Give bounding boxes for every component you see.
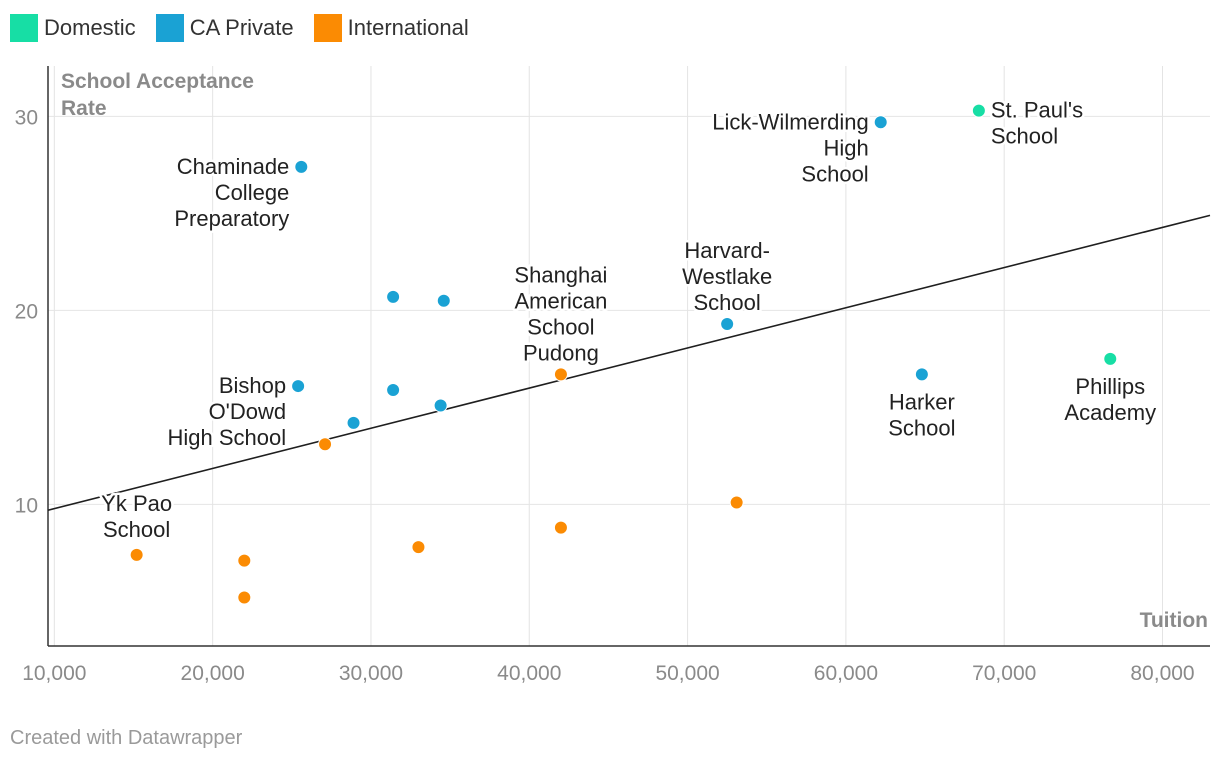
point-label-shanghai-american-school-pudong: Shanghai American School Pudong <box>514 262 607 365</box>
data-point-international <box>237 590 252 605</box>
legend-label-international: International <box>347 15 469 40</box>
point-label-yk-pao-school: Yk Pao School <box>101 491 172 542</box>
legend-swatch-international <box>313 14 342 42</box>
point-label-harvard-westlake-school: Harvard-Westlake School <box>682 238 772 315</box>
data-point-international <box>129 547 144 562</box>
x-tick-label: 50,000 <box>655 662 719 685</box>
legend-item-international: International <box>313 14 469 42</box>
x-tick-label: 10,000 <box>22 662 86 685</box>
trend-line <box>47 214 1211 511</box>
data-point-ca-private <box>386 382 401 397</box>
x-tick-label: 20,000 <box>181 662 245 685</box>
footer-credit[interactable]: Created with Datawrapper <box>10 727 243 749</box>
x-tick-label: 30,000 <box>339 662 403 685</box>
x-tick-label: 60,000 <box>814 662 878 685</box>
point-label-lick-wilmerding-high-school: Lick-Wilmerding High School <box>712 109 868 186</box>
data-point-international <box>318 437 333 452</box>
data-point-domestic <box>971 103 986 118</box>
data-point-ca-private <box>720 316 735 331</box>
legend-label-ca-private: CA Private <box>189 15 294 40</box>
x-tick-label: 40,000 <box>497 662 561 685</box>
data-point-domestic <box>1103 351 1118 366</box>
x-tick-label: 70,000 <box>972 662 1036 685</box>
chart-legend: Domestic CA Private International <box>10 12 489 44</box>
y-tick-label: 30 <box>15 106 38 129</box>
legend-swatch-ca-private <box>155 14 184 42</box>
data-point-ca-private <box>294 159 309 174</box>
point-label-bishop-o-dowd-high-school: Bishop O'Dowd High School <box>167 373 286 450</box>
data-point-ca-private <box>436 293 451 308</box>
data-point-ca-private <box>346 415 361 430</box>
legend-swatch-domestic <box>10 14 38 42</box>
point-label-harker-school: Harker School <box>888 389 955 440</box>
data-point-ca-private <box>291 379 306 394</box>
point-label-chaminade-college-preparatory: Chaminade College Preparatory <box>174 154 289 231</box>
data-point-ca-private <box>914 367 929 382</box>
legend-item-domestic: Domestic <box>10 14 136 42</box>
legend-item-ca-private: CA Private <box>155 14 294 42</box>
data-point-ca-private <box>873 115 888 130</box>
x-axis-title: Tuition <box>1140 609 1208 632</box>
y-tick-label: 10 <box>15 494 38 517</box>
legend-label-domestic: Domestic <box>44 15 136 40</box>
y-axis-title: School Acceptance Rate <box>61 70 254 120</box>
point-label-st-paul-s-school: St. Paul's School <box>991 98 1083 149</box>
data-point-international <box>553 367 568 382</box>
data-point-international <box>411 540 426 555</box>
data-point-ca-private <box>433 398 448 413</box>
data-point-international <box>729 495 744 510</box>
x-tick-label: 80,000 <box>1130 662 1194 685</box>
data-point-international <box>553 520 568 535</box>
point-label-phillips-academy: Phillips Academy <box>1064 374 1156 425</box>
data-point-international <box>237 553 252 568</box>
y-tick-label: 20 <box>15 300 38 323</box>
data-point-ca-private <box>386 289 401 304</box>
